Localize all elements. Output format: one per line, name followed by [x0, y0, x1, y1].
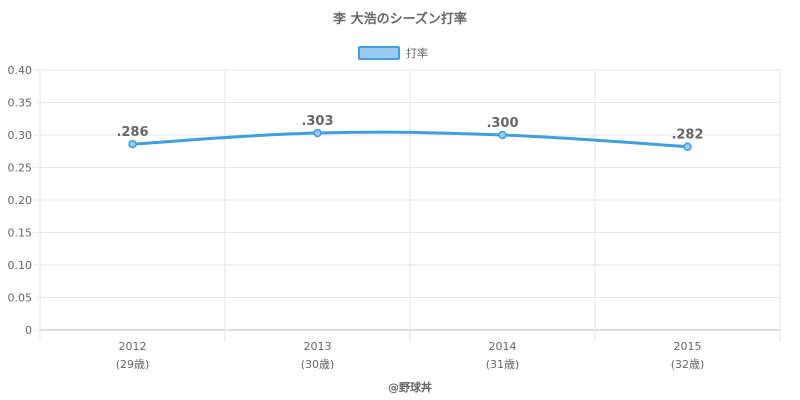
- x-axis-ticks: 2012 (29歳) 2013 (30歳) 2014 (31歳) 2015 (32歳): [116, 340, 705, 371]
- y-tick-label: 0.25: [8, 162, 33, 175]
- x-tick-label: 2014: [489, 340, 517, 353]
- x-tick-label: 2012: [119, 340, 147, 353]
- legend-label: 打率: [406, 46, 428, 60]
- data-label: .303: [301, 114, 333, 129]
- x-tick-sublabel: (31歳): [486, 358, 520, 371]
- y-tick-label: 0.10: [8, 259, 33, 272]
- series-batting-average: [128, 128, 692, 151]
- x-tick-sublabel: (32歳): [671, 358, 705, 371]
- data-point[interactable]: [683, 142, 692, 151]
- y-tick-label: 0.15: [8, 227, 33, 240]
- y-axis-ticks: 0 0.05 0.10 0.15 0.20 0.25 0.30 0.35 0.40: [8, 64, 33, 337]
- x-tick-sublabel: (30歳): [301, 358, 335, 371]
- y-tick-label: 0.40: [8, 64, 33, 77]
- y-tick-label: 0.05: [8, 292, 33, 305]
- x-tick-label: 2013: [304, 340, 332, 353]
- x-tick-label: 2015: [674, 340, 702, 353]
- series-line: [131, 130, 689, 149]
- y-tick-label: 0: [25, 324, 32, 337]
- data-point[interactable]: [128, 139, 137, 149]
- y-tick-label: 0.35: [8, 97, 33, 110]
- data-label: .300: [486, 116, 518, 131]
- y-tick-label: 0.30: [8, 129, 33, 142]
- data-point[interactable]: [313, 128, 322, 138]
- y-tick-label: 0.20: [8, 194, 33, 207]
- credit-text: @野球丼: [388, 380, 432, 394]
- chart-title: 李 大浩のシーズン打率: [332, 11, 467, 27]
- data-label: .282: [671, 128, 703, 143]
- data-label: .286: [116, 125, 148, 140]
- data-labels: .286 .303 .300 .282: [116, 114, 703, 143]
- data-point[interactable]: [498, 130, 507, 140]
- legend-swatch: [358, 46, 400, 60]
- legend[interactable]: 打率: [358, 46, 428, 60]
- grid: [34, 69, 781, 342]
- x-tick-sublabel: (29歳): [116, 358, 150, 371]
